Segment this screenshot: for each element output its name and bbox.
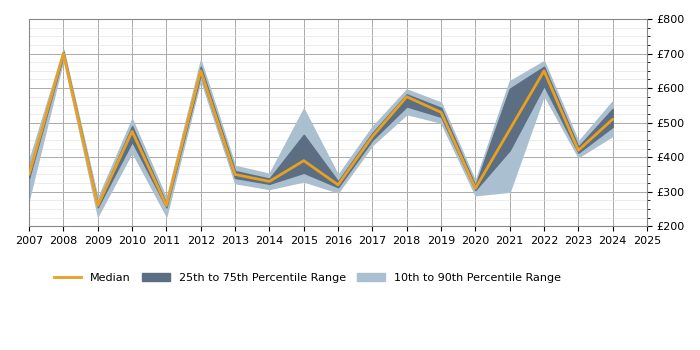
Legend: Median, 25th to 75th Percentile Range, 10th to 90th Percentile Range: Median, 25th to 75th Percentile Range, 1… xyxy=(49,268,565,287)
